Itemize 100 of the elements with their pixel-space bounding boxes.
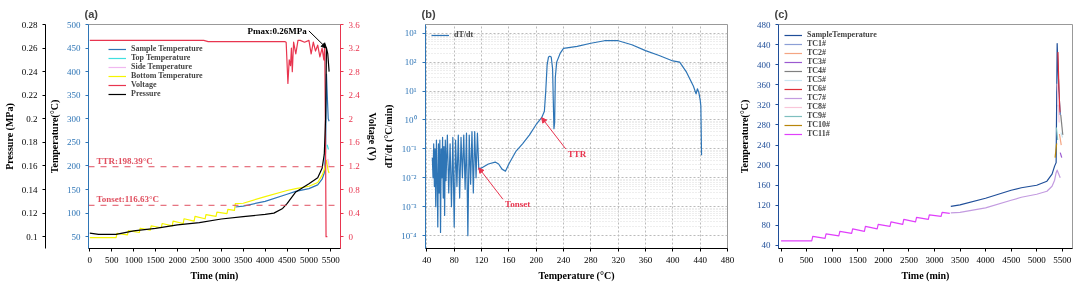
chart-title: (c) [774, 7, 789, 20]
x-tick-label: 1000 [823, 254, 842, 265]
y-tick-label: 0.28 [21, 19, 38, 30]
legend-label: Sample Temperature [131, 44, 203, 53]
x-tick-label: 3000 [925, 254, 944, 265]
y2-tick-label: 450 [67, 43, 81, 54]
y-axis-title: dT/dt (°C/min) [383, 104, 396, 169]
legend-label: SampleTemperature [807, 30, 877, 39]
x-tick-label: 5500 [1053, 254, 1072, 265]
y-tick-label: 0.22 [21, 90, 38, 101]
x-tick-label: 3500 [234, 254, 253, 265]
x-tick-label: 500 [799, 254, 814, 265]
x-tick-label: 2500 [899, 254, 919, 265]
x-tick-label: 1500 [146, 254, 166, 265]
y-tick-label: 0.26 [21, 43, 38, 54]
y2-tick-label: 150 [67, 184, 81, 195]
ref-line-label: TTR:198.39°C [96, 155, 153, 166]
y3-tick-label: 3.6 [348, 19, 361, 30]
y2-axis-title: Temperature(°C) [49, 99, 61, 174]
y-tick-label: 10⁻⁴ [401, 230, 417, 241]
y-tick-label: 160 [757, 180, 771, 191]
y2-tick-label: 300 [67, 113, 81, 124]
y-tick-label: 0.16 [21, 160, 38, 171]
x-tick-label: 40 [422, 254, 432, 265]
y3-tick-label: 0 [348, 231, 354, 242]
y3-tick-label: 1.2 [348, 160, 360, 171]
y3-tick-label: 2.8 [348, 66, 361, 77]
x-tick-label: 500 [104, 254, 119, 265]
y-tick-label: 200 [757, 160, 771, 171]
y-tick-label: 0.18 [21, 137, 38, 148]
y-tick-label: 0.12 [21, 208, 38, 219]
y-tick-label: 480 [757, 19, 771, 30]
y-tick-label: 10⁰ [404, 114, 417, 125]
legend-label: dT/dt [454, 30, 474, 39]
x-tick-label: 5000 [299, 254, 319, 265]
y-tick-label: 0.14 [21, 184, 38, 195]
legend-label: TC1# [807, 39, 827, 48]
x-tick-label: 440 [693, 254, 708, 265]
x-tick-label: 2000 [168, 254, 187, 265]
y2-tick-label: 250 [67, 137, 81, 148]
y-tick-label: 440 [757, 39, 771, 50]
y3-axis-title: Voltage (V) [365, 112, 378, 161]
x-tick-label: 480 [720, 254, 735, 265]
y3-tick-label: 2.4 [348, 90, 361, 101]
legend-label: TC7# [807, 93, 827, 102]
x-tick-label: 0 [87, 254, 93, 265]
y2-tick-label: 350 [67, 90, 81, 101]
legend-label: Voltage [131, 80, 157, 89]
x-tick-label: 400 [666, 254, 681, 265]
legend-label: TC4# [807, 66, 827, 75]
legend-label: TC11# [807, 129, 830, 138]
y-tick-label: 360 [757, 79, 771, 90]
y-tick-label: 10² [404, 57, 417, 68]
y-tick-label: 10³ [404, 28, 417, 39]
legend-label: Side Temperature [131, 62, 192, 71]
y2-tick-label: 100 [67, 208, 81, 219]
legend-label: Bottom Temperature [131, 71, 203, 80]
y2-tick-label: 500 [67, 19, 81, 30]
x-axis-title: Time (min) [190, 269, 239, 282]
y-tick-label: 400 [757, 59, 771, 70]
y-tick-label: 120 [757, 200, 771, 211]
x-tick-label: 320 [611, 254, 626, 265]
x-axis-title: Temperature (°C) [538, 269, 615, 282]
x-tick-label: 200 [529, 254, 544, 265]
y-tick-label: 40 [761, 240, 771, 251]
y-tick-label: 10¹ [404, 86, 417, 97]
y3-tick-label: 3.2 [348, 43, 360, 54]
legend-label: TC9# [807, 111, 827, 120]
y-tick-label: 0.1 [26, 231, 38, 242]
y-tick-label: 240 [757, 140, 771, 151]
x-tick-label: 2000 [874, 254, 893, 265]
x-tick-label: 3500 [951, 254, 970, 265]
y-tick-label: 80 [761, 220, 771, 231]
x-tick-label: 5000 [1027, 254, 1047, 265]
y-tick-label: 0.2 [26, 113, 38, 124]
x-tick-label: 4000 [256, 254, 275, 265]
x-tick-label: 2500 [190, 254, 209, 265]
x-tick-label: 4000 [976, 254, 996, 265]
y3-tick-label: 0.8 [348, 184, 361, 195]
legend-label: TC10# [807, 120, 831, 129]
y-tick-label: 0.24 [21, 66, 38, 77]
y3-tick-label: 0.4 [348, 208, 361, 219]
legend-label: TC2# [807, 48, 827, 57]
y2-tick-label: 400 [67, 66, 81, 77]
annotation: TTR [567, 149, 587, 160]
y-axis-title: Pressure (MPa) [3, 103, 16, 170]
y-tick-label: 320 [757, 99, 771, 110]
x-tick-label: 1500 [848, 254, 868, 265]
x-tick-label: 1000 [124, 254, 144, 265]
x-tick-label: 280 [584, 254, 599, 265]
x-axis-title: Time (min) [901, 269, 950, 282]
y3-tick-label: 1.6 [348, 137, 361, 148]
x-tick-label: 160 [502, 254, 517, 265]
annotation: Pmax:0.26MPa [247, 25, 308, 36]
y-tick-label: 10⁻² [401, 172, 417, 183]
y-axis-title: Temperature(°C) [739, 99, 751, 174]
legend-label: TC8# [807, 102, 827, 111]
legend-label: TC6# [807, 84, 827, 93]
x-tick-label: 80 [449, 254, 460, 265]
annotation: Tonset [504, 199, 531, 210]
